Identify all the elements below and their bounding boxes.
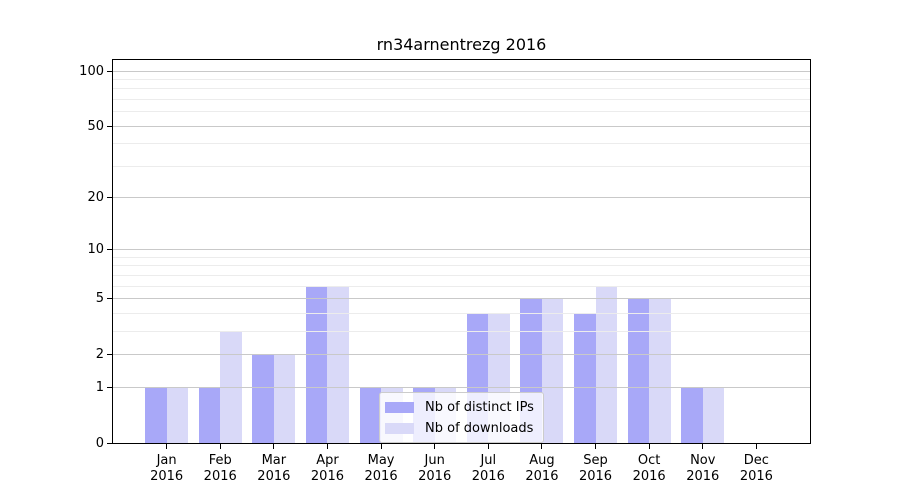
legend: Nb of distinct IPs Nb of downloads: [379, 392, 544, 443]
x-tick-label: Feb 2016: [203, 453, 237, 484]
x-tick-mark: [755, 444, 757, 449]
y-tick-label: 10: [87, 242, 104, 258]
y-tick-label: 100: [79, 63, 104, 79]
x-tick-label: Aug 2016: [525, 453, 559, 484]
y-tick-label: 1: [95, 379, 104, 395]
x-tick-mark: [541, 444, 543, 449]
y-tick-label: 50: [87, 118, 104, 134]
x-tick-mark: [326, 444, 328, 449]
x-tick-mark: [487, 444, 489, 449]
y-tick-label: 0: [95, 435, 104, 451]
x-tick-mark: [219, 444, 221, 449]
x-tick-mark: [595, 444, 597, 449]
chart-title: rn34arnentrezg 2016: [376, 35, 547, 54]
x-tick-mark: [434, 444, 436, 449]
x-tick-label: Dec 2016: [739, 453, 773, 484]
x-tick-label: Apr 2016: [310, 453, 344, 484]
y-tick-label: 20: [87, 190, 104, 206]
x-tick-mark: [166, 444, 168, 449]
x-tick-label: Sep 2016: [578, 453, 613, 484]
legend-swatch-downloads: [385, 422, 414, 434]
x-tick-mark: [380, 444, 382, 449]
x-tick-label: Mar 2016: [257, 453, 291, 484]
legend-label-distinct-ips: Nb of distinct IPs: [425, 399, 534, 415]
x-tick-label: Nov 2016: [686, 453, 720, 484]
legend-swatch-distinct-ips: [385, 401, 414, 413]
legend-label-downloads: Nb of downloads: [425, 420, 534, 436]
x-tick-mark: [273, 444, 275, 449]
legend-entry-downloads: Nb of downloads: [385, 419, 534, 437]
x-tick-label: Jul 2016: [471, 453, 505, 484]
x-tick-label: Oct 2016: [632, 453, 666, 484]
x-tick-label: Jun 2016: [418, 453, 452, 484]
legend-entry-distinct-ips: Nb of distinct IPs: [385, 398, 534, 416]
x-tick-label: May 2016: [364, 453, 398, 484]
plot-border: [112, 59, 811, 444]
x-tick-label: Jan 2016: [150, 453, 184, 484]
y-tick-label: 2: [95, 346, 104, 362]
x-tick-mark: [702, 444, 704, 449]
y-tick-label: 5: [95, 291, 104, 307]
x-tick-mark: [648, 444, 650, 449]
